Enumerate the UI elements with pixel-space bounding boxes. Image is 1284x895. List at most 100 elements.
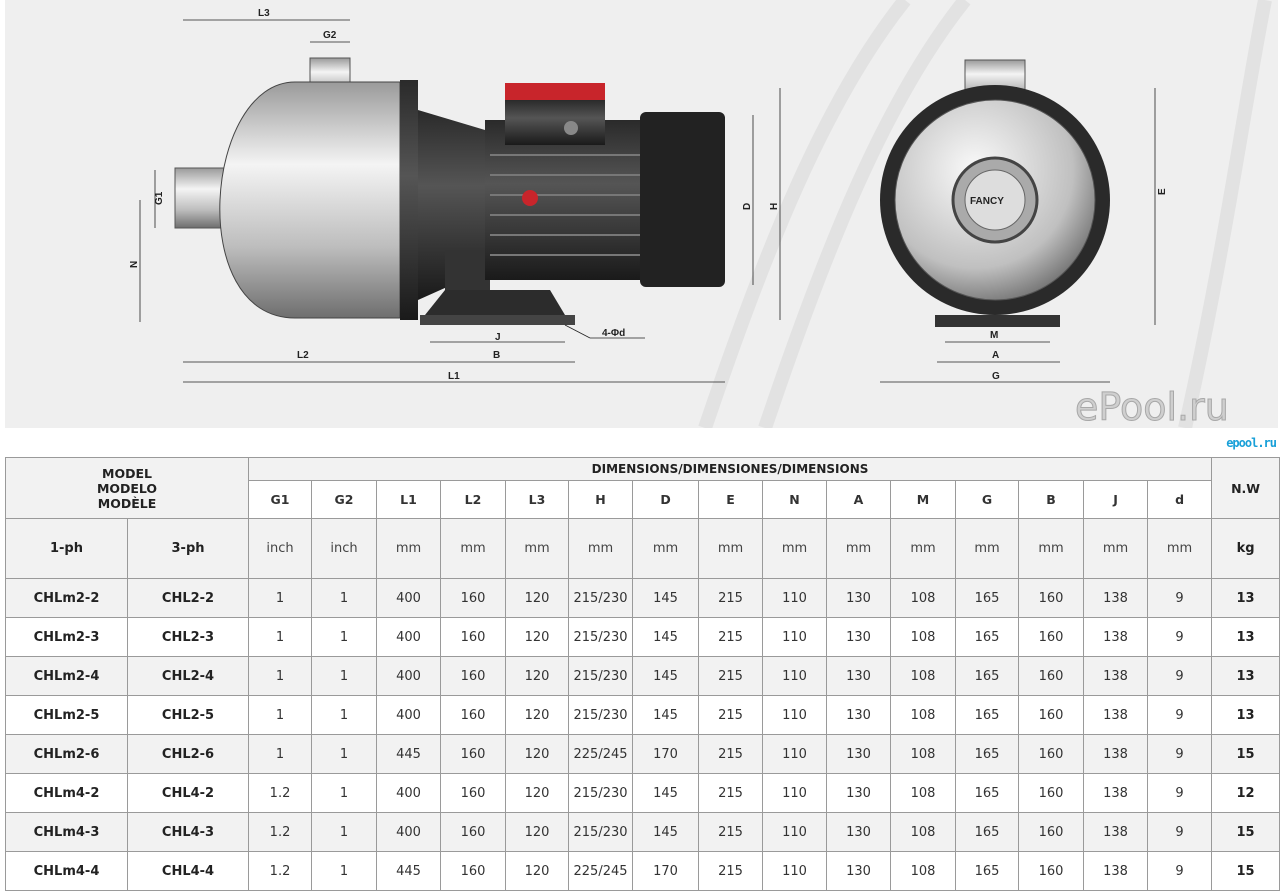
cell-M: 108	[890, 812, 957, 852]
cell-E: 215	[698, 695, 764, 735]
brand-logo-icon	[522, 190, 538, 206]
column-header-L3: L3	[505, 480, 570, 519]
cell-J: 138	[1083, 734, 1149, 774]
cell-N: 110	[762, 617, 828, 657]
cell-A: 130	[826, 656, 892, 696]
cell-N: 110	[762, 695, 828, 735]
cell-H: 225/245	[568, 851, 634, 891]
cell-L3: 120	[505, 617, 570, 657]
column-header-G: G	[955, 480, 1020, 519]
model-header-es: MODELO	[96, 480, 158, 496]
cell-M: 108	[890, 734, 957, 774]
cell-D: 145	[632, 578, 700, 618]
cell-N: 110	[762, 773, 828, 813]
cell-J: 138	[1083, 617, 1149, 657]
unit-cell: mm	[568, 518, 634, 579]
dimension-lines	[139, 19, 781, 383]
model-1ph: CHLm2-6	[5, 734, 128, 774]
model-1ph: CHLm2-2	[5, 578, 128, 618]
cell-L1: 445	[376, 734, 442, 774]
label-D: D	[742, 203, 753, 210]
cell-B: 160	[1018, 812, 1085, 852]
cell-L2: 160	[440, 656, 507, 696]
cell-d: 9	[1147, 578, 1213, 618]
pump-front-view: FANCY M A G E	[880, 59, 1168, 383]
cell-G1: 1	[248, 734, 313, 774]
cell-H: 215/230	[568, 695, 634, 735]
table-row: CHLm4-2 CHL4-2 1.2 1 400 160 120 215/230 145 215 1…	[5, 773, 1281, 813]
background-arcs	[698, 0, 1272, 428]
cell-N: 110	[762, 812, 828, 852]
cell-L3: 120	[505, 695, 570, 735]
cell-H: 215/230	[568, 617, 634, 657]
net-weight: 15	[1211, 812, 1281, 852]
cell-L1: 400	[376, 812, 442, 852]
cell-G2: 1	[311, 851, 378, 891]
cell-E: 215	[698, 578, 764, 618]
table-row: CHLm2-2 CHL2-2 1 1 400 160 120 215/230 145 215 110…	[5, 578, 1281, 618]
cell-G1: 1	[248, 656, 313, 696]
cell-D: 145	[632, 773, 700, 813]
column-header-d: d	[1147, 480, 1213, 519]
label-J: J	[495, 332, 501, 343]
cell-D: 170	[632, 734, 700, 774]
table-row: CHLm4-4 CHL4-4 1.2 1 445 160 120 225/245 170 215 1…	[5, 851, 1281, 891]
cell-L3: 120	[505, 734, 570, 774]
cell-M: 108	[890, 695, 957, 735]
model-3ph: CHL4-2	[126, 773, 250, 813]
pump-dimension-drawing: L3 G2 G1 N D H J B L2 L1 4-Φd FANCY M A …	[5, 0, 1278, 428]
sub-header-1ph: 1-ph	[5, 518, 128, 579]
cell-M: 108	[890, 851, 957, 891]
cell-G2: 1	[311, 812, 378, 852]
unit-cell: mm	[826, 518, 892, 579]
column-header-N: N	[762, 480, 828, 519]
net-weight: 12	[1211, 773, 1281, 813]
cell-G: 165	[955, 695, 1020, 735]
cell-N: 110	[762, 734, 828, 774]
cell-N: 110	[762, 851, 828, 891]
model-3ph: CHL2-2	[126, 578, 250, 618]
cell-J: 138	[1083, 578, 1149, 618]
cell-H: 225/245	[568, 734, 634, 774]
cell-L1: 400	[376, 617, 442, 657]
model-3ph: CHL2-4	[126, 656, 250, 696]
cell-L2: 160	[440, 578, 507, 618]
cell-L1: 400	[376, 773, 442, 813]
cell-d: 9	[1147, 617, 1213, 657]
cell-L3: 120	[505, 656, 570, 696]
column-header-G2: G2	[311, 480, 378, 519]
nw-unit: kg	[1211, 518, 1281, 579]
cell-L2: 160	[440, 617, 507, 657]
unit-cell: inch	[311, 518, 378, 579]
cell-H: 215/230	[568, 656, 634, 696]
column-header-G1: G1	[248, 480, 313, 519]
table-row: CHLm2-5 CHL2-5 1 1 400 160 120 215/230 145 215 110…	[5, 695, 1281, 735]
table-row: CHLm2-6 CHL2-6 1 1 445 160 120 225/245 170 215 110…	[5, 734, 1281, 774]
cell-G1: 1.2	[248, 851, 313, 891]
cell-E: 215	[698, 812, 764, 852]
model-1ph: CHLm2-3	[5, 617, 128, 657]
unit-cell: mm	[505, 518, 570, 579]
cell-G: 165	[955, 734, 1020, 774]
cell-G2: 1	[311, 773, 378, 813]
label-G2: G2	[323, 30, 337, 41]
dimensions-table: MODEL MODELO MODÈLE DIMENSIONS/DIMENSION…	[4, 457, 1281, 891]
label-L3: L3	[258, 8, 270, 19]
dimensions-header: DIMENSIONS/DIMENSIONES/DIMENSIONS	[248, 457, 1213, 481]
cell-L1: 400	[376, 656, 442, 696]
cell-M: 108	[890, 617, 957, 657]
unit-cell: mm	[632, 518, 700, 579]
net-weight: 15	[1211, 734, 1281, 774]
cell-B: 160	[1018, 851, 1085, 891]
cell-A: 130	[826, 578, 892, 618]
cell-G1: 1	[248, 578, 313, 618]
pump-side-view: L3 G2 G1 N D H J B L2 L1 4-Φd	[129, 8, 781, 383]
net-weight: 13	[1211, 578, 1281, 618]
site-logo: epool.ru	[1226, 436, 1277, 450]
cell-B: 160	[1018, 734, 1085, 774]
model-3ph: CHL2-6	[126, 734, 250, 774]
model-3ph: CHL2-3	[126, 617, 250, 657]
model-1ph: CHLm4-3	[5, 812, 128, 852]
cell-A: 130	[826, 695, 892, 735]
cell-d: 9	[1147, 734, 1213, 774]
